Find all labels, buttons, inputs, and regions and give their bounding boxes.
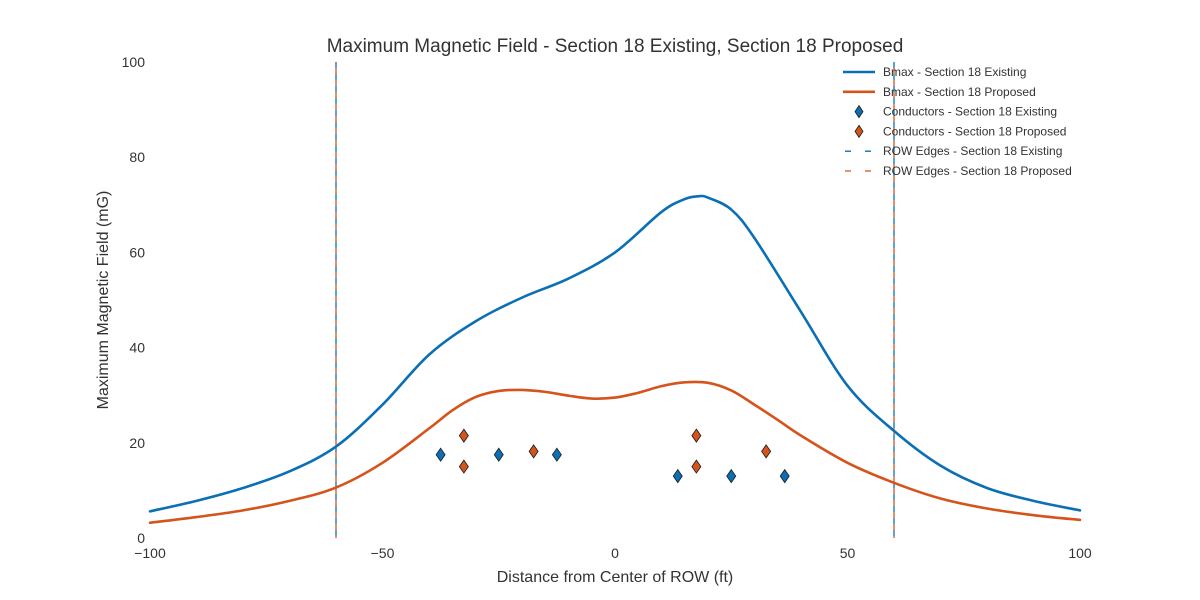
y-tick-label-5: 100 bbox=[122, 54, 146, 70]
legend-item-conductors-section-18-proposed: Conductors - Section 18 Proposed bbox=[854, 124, 1066, 139]
legend-swatch bbox=[854, 104, 864, 119]
legend-label: Bmax - Section 18 Existing bbox=[883, 65, 1026, 79]
x-axis-label: Distance from Center of ROW (ft) bbox=[497, 569, 734, 586]
legend-label: Conductors - Section 18 Existing bbox=[883, 105, 1057, 119]
conductors-section-18-existing-point-3 bbox=[672, 468, 683, 484]
conductors-section-18-existing-point-4 bbox=[726, 468, 737, 484]
x-tick-label-3: 50 bbox=[840, 545, 856, 561]
legend-label: ROW Edges - Section 18 Proposed bbox=[883, 164, 1072, 178]
x-tick-label-2: 0 bbox=[611, 545, 619, 561]
legend-label: Conductors - Section 18 Proposed bbox=[883, 124, 1066, 138]
x-tick-label-0: −100 bbox=[134, 545, 166, 561]
conductors-section-18-existing-point-2 bbox=[551, 447, 562, 462]
conductors-section-18-proposed-point-4 bbox=[691, 459, 702, 474]
y-tick-label-2: 40 bbox=[129, 340, 145, 356]
plot-area bbox=[148, 62, 1082, 538]
legend-label: Bmax - Section 18 Proposed bbox=[883, 85, 1036, 99]
conductors-section-18-proposed-point-5 bbox=[761, 444, 772, 459]
y-axis-label: Maximum Magnetic Field (mG) bbox=[95, 191, 112, 410]
legend: Bmax - Section 18 Existing Bmax - Section… bbox=[843, 65, 1072, 178]
legend-item-conductors-section-18-existing: Conductors - Section 18 Existing bbox=[854, 104, 1057, 119]
y-tick-label-1: 20 bbox=[129, 435, 145, 451]
legend-item-bmax-section-18-existing: Bmax - Section 18 Existing bbox=[843, 65, 1026, 79]
bmax-section-18-proposed-curve bbox=[148, 380, 1082, 525]
conductors-section-18-proposed-point-3 bbox=[691, 428, 702, 443]
conductors-section-18-existing-point-5 bbox=[779, 468, 790, 484]
legend-item-row-edges-section-18-existing: ROW Edges - Section 18 Existing bbox=[843, 144, 1062, 158]
legend-item-bmax-section-18-proposed: Bmax - Section 18 Proposed bbox=[843, 85, 1036, 99]
legend-label: ROW Edges - Section 18 Existing bbox=[883, 144, 1062, 158]
chart-title: Maximum Magnetic Field - Section 18 Exis… bbox=[327, 36, 904, 57]
conductors-section-18-existing-point-1 bbox=[493, 447, 504, 462]
bmax-section-18-existing-curve bbox=[148, 194, 1082, 513]
conductors-section-18-proposed-point-1 bbox=[458, 459, 469, 474]
y-tick-label-4: 80 bbox=[129, 149, 145, 165]
y-tick-label-0: 0 bbox=[137, 530, 145, 546]
legend-item-row-edges-section-18-proposed: ROW Edges - Section 18 Proposed bbox=[843, 164, 1072, 178]
axes: −100 −50 0 50 100 0 20 40 60 80 100 bbox=[122, 54, 1092, 561]
x-tick-label-1: −50 bbox=[371, 545, 395, 561]
conductors-section-18-existing-point-0 bbox=[435, 447, 446, 462]
legend-swatch bbox=[854, 124, 864, 139]
conductors-section-18-proposed-point-2 bbox=[528, 444, 539, 459]
y-tick-label-3: 60 bbox=[129, 244, 145, 260]
conductors-section-18-proposed-point-0 bbox=[458, 428, 469, 443]
x-tick-label-4: 100 bbox=[1068, 545, 1092, 561]
